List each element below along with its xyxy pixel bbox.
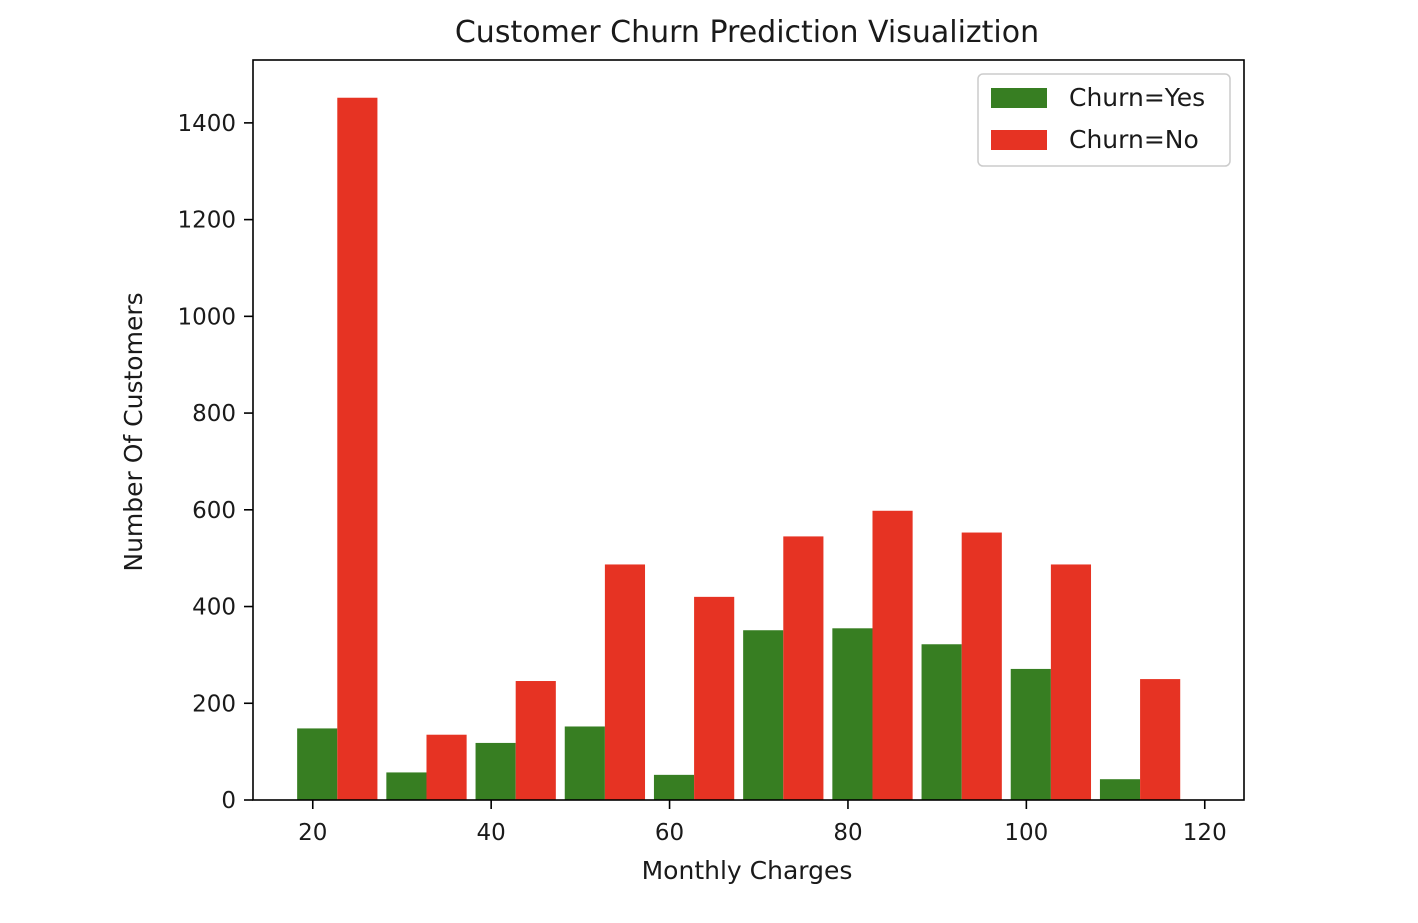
bar-churn-no-6 bbox=[872, 510, 913, 800]
legend-swatch-churn-yes bbox=[991, 88, 1047, 108]
legend-label-churn-yes: Churn=Yes bbox=[1069, 83, 1205, 112]
bar-churn-yes-5 bbox=[743, 630, 784, 800]
bar-churn-no-5 bbox=[783, 536, 824, 800]
bar-churn-yes-3 bbox=[564, 726, 605, 800]
x-tick-label: 40 bbox=[477, 820, 506, 846]
y-axis-label: Number Of Customers bbox=[119, 292, 148, 571]
bar-churn-no-3 bbox=[604, 564, 646, 800]
y-tick-label: 0 bbox=[221, 788, 236, 814]
y-tick-label: 600 bbox=[192, 498, 236, 524]
legend-swatch-churn-no bbox=[991, 130, 1047, 150]
legend: Churn=Yes Churn=No bbox=[977, 73, 1231, 167]
bar-churn-yes-2 bbox=[475, 742, 516, 800]
x-tick-label: 80 bbox=[833, 820, 862, 846]
y-tick-label: 800 bbox=[192, 401, 236, 427]
y-tick-label: 1200 bbox=[177, 208, 236, 234]
plot-frame bbox=[252, 59, 1245, 801]
bar-churn-no-0 bbox=[337, 97, 378, 801]
bar-churn-no-7 bbox=[961, 532, 1002, 800]
bar-churn-no-2 bbox=[515, 681, 556, 800]
bar-churn-yes-4 bbox=[653, 774, 695, 800]
bar-churn-no-9 bbox=[1140, 679, 1181, 800]
x-tick-label: 100 bbox=[1004, 820, 1048, 846]
y-tick-label: 400 bbox=[192, 595, 236, 621]
x-tick-label: 60 bbox=[655, 820, 684, 846]
bar-churn-no-4 bbox=[694, 596, 735, 800]
x-tick-label: 120 bbox=[1183, 820, 1227, 846]
y-tick-label: 200 bbox=[192, 691, 236, 717]
legend-label-churn-no: Churn=No bbox=[1069, 125, 1199, 154]
bar-churn-yes-9 bbox=[1099, 779, 1141, 800]
y-tick-label: 1000 bbox=[177, 304, 236, 330]
bar-churn-no-1 bbox=[426, 734, 467, 800]
bar-churn-yes-0 bbox=[297, 728, 338, 800]
x-tick-label: 20 bbox=[298, 820, 327, 846]
y-tick-label: 1400 bbox=[177, 111, 236, 137]
bar-churn-yes-7 bbox=[921, 644, 962, 800]
bar-churn-yes-8 bbox=[1010, 668, 1051, 800]
bar-churn-yes-1 bbox=[386, 772, 427, 800]
chart-title: Customer Churn Prediction Visualiztion bbox=[455, 15, 1039, 50]
bar-churn-yes-6 bbox=[832, 628, 873, 800]
bars-layer bbox=[297, 97, 1181, 801]
x-axis-label: Monthly Charges bbox=[642, 856, 853, 885]
bar-churn-no-8 bbox=[1050, 564, 1092, 800]
